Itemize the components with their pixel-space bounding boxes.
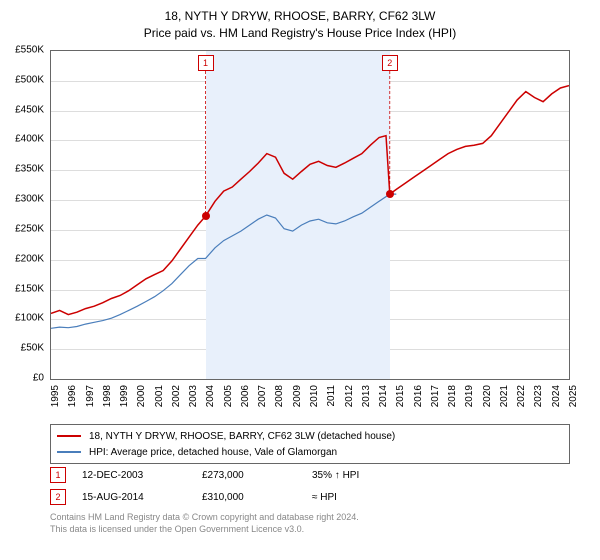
footer-line-1: Contains HM Land Registry data © Crown c… <box>50 512 359 524</box>
series-hpi <box>51 194 396 328</box>
x-tick-label: 2000 <box>136 385 147 407</box>
x-tick-label: 2011 <box>326 385 337 407</box>
x-tick-label: 2009 <box>292 385 303 407</box>
y-tick-label: £200K <box>15 253 44 264</box>
legend-swatch-price <box>57 435 81 437</box>
x-tick-label: 2016 <box>413 385 424 407</box>
x-tick-label: 2001 <box>154 385 165 407</box>
legend-item-price: 18, NYTH Y DRYW, RHOOSE, BARRY, CF62 3LW… <box>57 428 563 444</box>
x-tick-label: 2024 <box>551 385 562 407</box>
x-tick-label: 2018 <box>447 385 458 407</box>
x-tick-label: 2017 <box>430 385 441 407</box>
marker-price-2: £310,000 <box>202 492 312 503</box>
marker-price-1: £273,000 <box>202 470 312 481</box>
x-axis: 1995 1996 1997 1998 1999 2000 2001 2002 2003 2004… <box>50 382 570 422</box>
x-tick-label: 2004 <box>205 385 216 407</box>
chart-title: 18, NYTH Y DRYW, RHOOSE, BARRY, CF62 3LW… <box>0 0 600 42</box>
x-tick-label: 1995 <box>50 385 61 407</box>
x-tick-label: 2020 <box>482 385 493 407</box>
line-series <box>51 51 569 379</box>
marker-note-2: ≈ HPI <box>312 492 412 503</box>
y-tick-label: £500K <box>15 74 44 85</box>
marker-note-1: 35% ↑ HPI <box>312 470 412 481</box>
marker-dot <box>386 190 394 198</box>
y-tick-label: £450K <box>15 104 44 115</box>
y-tick-label: £100K <box>15 313 44 324</box>
marker-dot <box>202 212 210 220</box>
x-tick-label: 1996 <box>67 385 78 407</box>
legend-label-hpi: HPI: Average price, detached house, Vale… <box>89 447 337 458</box>
x-tick-label: 2025 <box>568 385 579 407</box>
marker-date-1: 12-DEC-2003 <box>82 470 202 481</box>
x-tick-label: 2006 <box>240 385 251 407</box>
x-tick-label: 2007 <box>257 385 268 407</box>
y-tick-label: £550K <box>15 45 44 56</box>
x-tick-label: 2015 <box>395 385 406 407</box>
x-tick-label: 1997 <box>85 385 96 407</box>
x-tick-label: 2021 <box>499 385 510 407</box>
x-tick-label: 1999 <box>119 385 130 407</box>
footer-attribution: Contains HM Land Registry data © Crown c… <box>50 512 359 535</box>
x-tick-label: 2002 <box>171 385 182 407</box>
x-tick-label: 2012 <box>344 385 355 407</box>
x-tick-label: 2019 <box>464 385 475 407</box>
y-tick-label: £350K <box>15 164 44 175</box>
marker-date-2: 15-AUG-2014 <box>82 492 202 503</box>
title-line-2: Price paid vs. HM Land Registry's House … <box>0 25 600 42</box>
x-tick-label: 2014 <box>378 385 389 407</box>
series-price_paid <box>51 86 569 315</box>
x-tick-label: 2013 <box>361 385 372 407</box>
legend: 18, NYTH Y DRYW, RHOOSE, BARRY, CF62 3LW… <box>50 424 570 464</box>
y-tick-label: £50K <box>21 343 44 354</box>
x-tick-label: 2008 <box>274 385 285 407</box>
marker-table: 1 12-DEC-2003 £273,000 35% ↑ HPI 2 15-AU… <box>50 464 570 508</box>
y-tick-label: £300K <box>15 194 44 205</box>
chart-plot-area: 12 <box>50 50 570 380</box>
x-tick-label: 2023 <box>533 385 544 407</box>
marker-row-1: 1 12-DEC-2003 £273,000 35% ↑ HPI <box>50 464 570 486</box>
footer-line-2: This data is licensed under the Open Gov… <box>50 524 359 536</box>
x-tick-label: 2010 <box>309 385 320 407</box>
x-tick-label: 2005 <box>223 385 234 407</box>
legend-swatch-hpi <box>57 451 81 453</box>
marker-badge-1: 1 <box>50 467 66 483</box>
y-tick-label: £400K <box>15 134 44 145</box>
x-tick-label: 2022 <box>516 385 527 407</box>
y-tick-label: £250K <box>15 223 44 234</box>
y-tick-label: £0 <box>33 373 44 384</box>
y-tick-label: £150K <box>15 283 44 294</box>
x-tick-label: 2003 <box>188 385 199 407</box>
marker-box: 2 <box>382 55 398 71</box>
title-line-1: 18, NYTH Y DRYW, RHOOSE, BARRY, CF62 3LW <box>0 8 600 25</box>
y-axis: £0£50K£100K£150K£200K£250K£300K£350K£400… <box>0 50 48 380</box>
x-tick-label: 1998 <box>102 385 113 407</box>
marker-badge-2: 2 <box>50 489 66 505</box>
marker-box: 1 <box>198 55 214 71</box>
legend-item-hpi: HPI: Average price, detached house, Vale… <box>57 444 563 460</box>
legend-label-price: 18, NYTH Y DRYW, RHOOSE, BARRY, CF62 3LW… <box>89 431 395 442</box>
marker-row-2: 2 15-AUG-2014 £310,000 ≈ HPI <box>50 486 570 508</box>
